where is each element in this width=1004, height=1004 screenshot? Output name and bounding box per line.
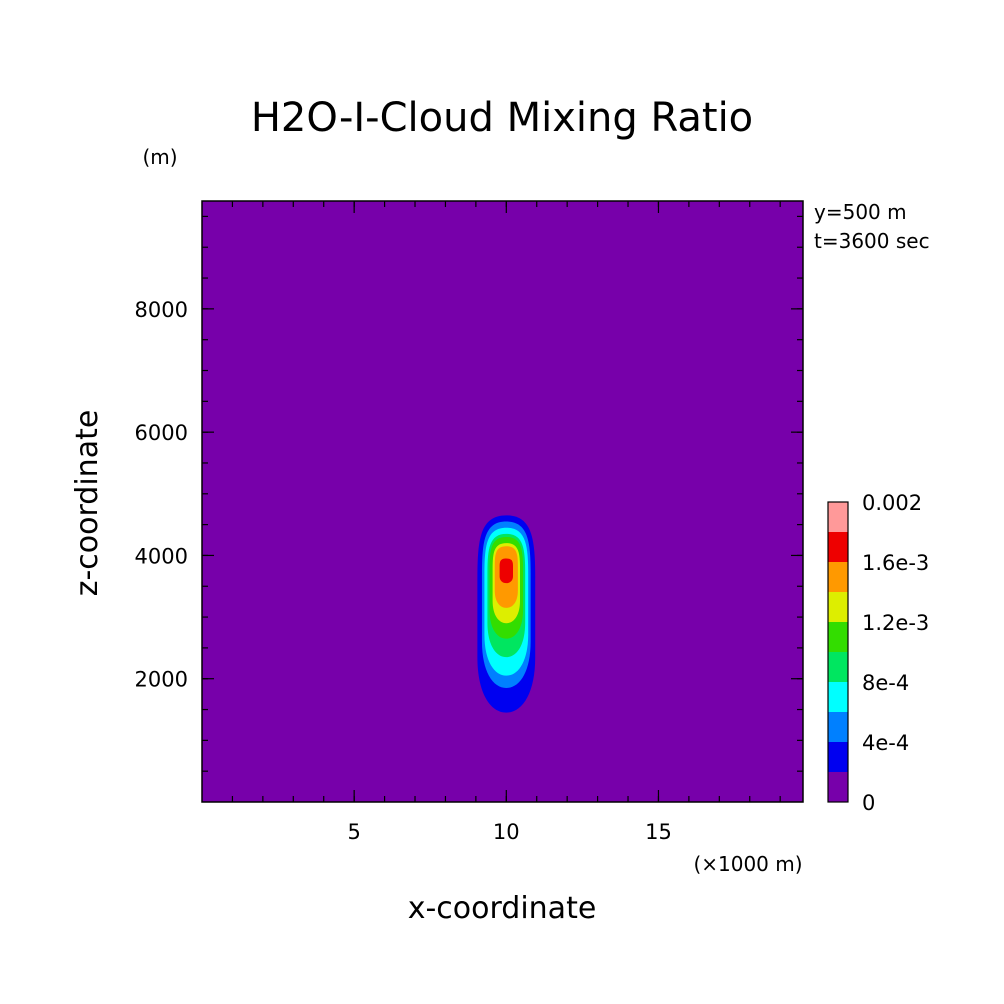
colorbar-swatch-6 (828, 622, 848, 652)
x-unit-label: (×1000 m) (693, 852, 802, 876)
y-tick-label: 8000 (135, 298, 188, 322)
colorbar-swatch-4 (828, 682, 848, 712)
annotation-y-position: y=500 m (814, 200, 907, 224)
y-axis-label: z-coordinate (70, 410, 105, 597)
plot-area (201, 200, 804, 803)
y-tick-label: 6000 (135, 421, 188, 445)
colorbar-swatch-2 (828, 742, 848, 772)
plot-frame (201, 200, 804, 803)
colorbar-swatch-8 (828, 562, 848, 592)
contour-region-8 (499, 558, 513, 584)
x-tick-label: 5 (347, 820, 360, 844)
colorbar-label: 0.002 (862, 491, 922, 515)
annotation-time: t=3600 sec (814, 229, 930, 253)
colorbar-label: 0 (862, 791, 875, 815)
x-tick-label: 15 (645, 820, 672, 844)
colorbar-swatch-5 (828, 652, 848, 682)
x-tick-label: 10 (493, 820, 520, 844)
colorbar-swatch-7 (828, 592, 848, 622)
colorbar-label: 1.6e-3 (862, 551, 929, 575)
colorbar-swatch-10 (828, 502, 848, 532)
y-tick-label: 4000 (135, 544, 188, 568)
colorbar-label: 1.2e-3 (862, 611, 929, 635)
colorbar-frame (827, 501, 849, 803)
y-unit-label: (m) (142, 145, 177, 169)
y-tick-label: 2000 (135, 668, 188, 692)
colorbar-swatch-1 (828, 772, 848, 802)
colorbar-swatch-3 (828, 712, 848, 742)
colorbar: 0 4e-4 8e-4 1.2e-3 1.6e-3 0.002 (827, 491, 929, 815)
x-axis-label: x-coordinate (408, 891, 597, 926)
axis-ticks: 5 10 15 2000 4000 6000 8000 (135, 201, 803, 844)
colorbar-swatch-9 (828, 532, 848, 562)
colorbar-label: 4e-4 (862, 731, 909, 755)
colorbar-label: 8e-4 (862, 671, 909, 695)
chart-title: H2O-I-Cloud Mixing Ratio (251, 95, 753, 141)
